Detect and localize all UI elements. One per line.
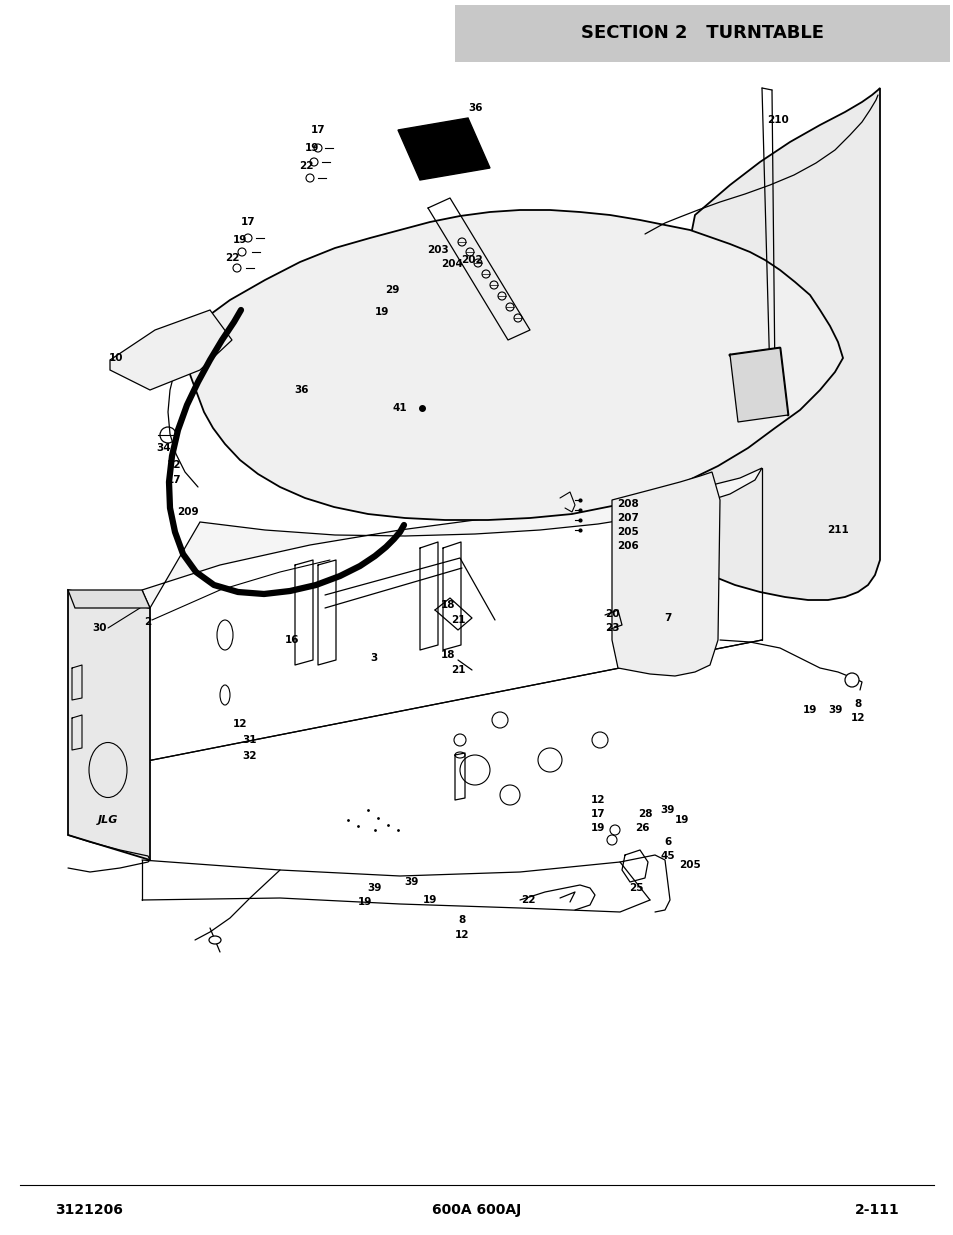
Text: 19: 19 <box>422 895 436 905</box>
Text: 8: 8 <box>457 915 465 925</box>
Text: 7: 7 <box>663 613 671 622</box>
Bar <box>455 5 949 62</box>
Text: 203: 203 <box>427 245 449 254</box>
Text: 32: 32 <box>242 751 257 761</box>
Text: 12: 12 <box>455 930 469 940</box>
Text: 29: 29 <box>384 285 398 295</box>
Text: 18: 18 <box>440 600 455 610</box>
Text: 22: 22 <box>520 895 535 905</box>
Text: 17: 17 <box>590 809 604 819</box>
Text: 19: 19 <box>802 705 817 715</box>
Text: 36: 36 <box>468 103 483 112</box>
Text: 41: 41 <box>393 403 407 412</box>
Text: 17: 17 <box>167 475 181 485</box>
Text: 22: 22 <box>298 161 313 170</box>
Text: 21: 21 <box>450 664 465 676</box>
Text: 207: 207 <box>617 513 639 522</box>
Text: 20: 20 <box>604 609 618 619</box>
Text: 26: 26 <box>634 823 649 832</box>
Circle shape <box>844 673 858 687</box>
Polygon shape <box>729 348 787 422</box>
Text: 12: 12 <box>850 713 864 722</box>
Text: 19: 19 <box>590 823 604 832</box>
Text: 19: 19 <box>233 235 247 245</box>
Text: 22: 22 <box>225 253 239 263</box>
Text: 39: 39 <box>660 805 675 815</box>
Text: 205: 205 <box>679 860 700 869</box>
Polygon shape <box>142 468 761 608</box>
Text: 19: 19 <box>674 815 688 825</box>
Polygon shape <box>612 472 720 676</box>
Text: 39: 39 <box>404 877 418 887</box>
Text: 17: 17 <box>311 125 325 135</box>
Text: 23: 23 <box>604 622 618 634</box>
Text: 16: 16 <box>284 635 299 645</box>
Text: 10: 10 <box>109 353 123 363</box>
Text: 17: 17 <box>240 217 255 227</box>
Text: 211: 211 <box>826 525 848 535</box>
Text: 206: 206 <box>617 541 639 551</box>
Text: 202: 202 <box>460 254 482 266</box>
Text: 21: 21 <box>450 615 465 625</box>
Polygon shape <box>174 210 842 520</box>
Text: 3121206: 3121206 <box>55 1203 123 1216</box>
Text: 2: 2 <box>144 618 152 627</box>
Text: 2-111: 2-111 <box>854 1203 899 1216</box>
Text: 34: 34 <box>156 443 172 453</box>
Text: 12: 12 <box>590 795 604 805</box>
Text: 19: 19 <box>305 143 319 153</box>
Text: 6: 6 <box>663 837 671 847</box>
Text: 31: 31 <box>242 735 257 745</box>
Polygon shape <box>68 590 150 608</box>
Text: 25: 25 <box>628 883 642 893</box>
Text: 19: 19 <box>375 308 389 317</box>
Polygon shape <box>110 310 232 390</box>
Text: 39: 39 <box>828 705 842 715</box>
Text: 19: 19 <box>357 897 372 906</box>
Text: 3: 3 <box>370 653 377 663</box>
Text: 204: 204 <box>440 259 462 269</box>
Text: 209: 209 <box>177 508 198 517</box>
Text: 12: 12 <box>167 459 181 471</box>
Text: 8: 8 <box>854 699 861 709</box>
Text: 205: 205 <box>617 527 639 537</box>
Text: SECTION 2   TURNTABLE: SECTION 2 TURNTABLE <box>580 25 823 42</box>
Text: 28: 28 <box>638 809 652 819</box>
Ellipse shape <box>209 936 221 944</box>
Polygon shape <box>638 88 879 600</box>
Text: 39: 39 <box>368 883 382 893</box>
Polygon shape <box>68 590 150 860</box>
Text: 210: 210 <box>766 115 788 125</box>
Text: 208: 208 <box>617 499 639 509</box>
Text: 12: 12 <box>233 719 247 729</box>
Text: 30: 30 <box>92 622 107 634</box>
Text: 18: 18 <box>440 650 455 659</box>
Text: 36: 36 <box>294 385 309 395</box>
Text: JLG: JLG <box>98 815 118 825</box>
Text: 600A 600AJ: 600A 600AJ <box>432 1203 521 1216</box>
Text: 45: 45 <box>660 851 675 861</box>
Polygon shape <box>397 119 490 180</box>
